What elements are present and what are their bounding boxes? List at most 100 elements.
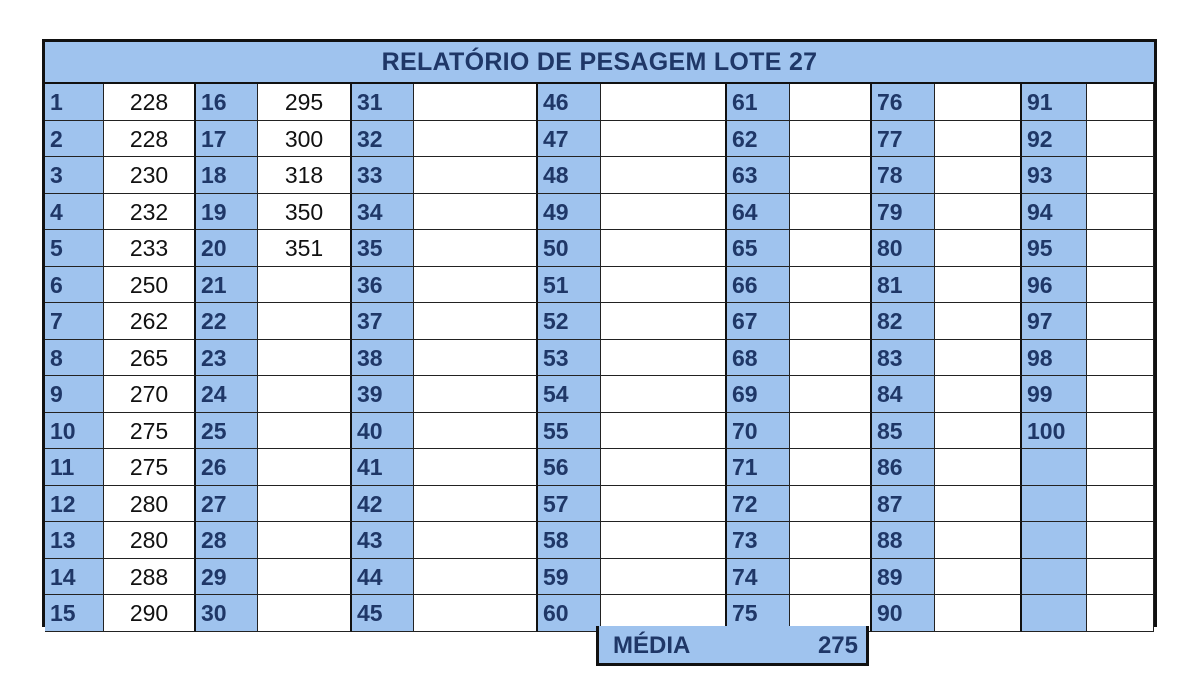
animal-number-85: 85 (872, 412, 935, 449)
animal-number-42: 42 (352, 485, 414, 522)
weight-cell (1087, 339, 1154, 376)
animal-number-78: 78 (872, 157, 935, 194)
animal-number-45: 45 (352, 595, 414, 632)
animal-number-91: 91 (1022, 84, 1087, 121)
animal-number-98: 98 (1022, 339, 1087, 376)
weight-cell (1087, 412, 1154, 449)
animal-number-60: 60 (538, 595, 601, 632)
animal-number-30: 30 (196, 595, 258, 632)
animal-number-23: 23 (196, 339, 258, 376)
animal-number-18: 18 (196, 157, 258, 194)
animal-number-88: 88 (872, 522, 935, 559)
weight-cell (790, 522, 872, 559)
weight-cell (414, 157, 538, 194)
weight-cell: 295 (258, 84, 352, 121)
weight-cell (258, 485, 352, 522)
animal-number-20: 20 (196, 230, 258, 267)
animal-number-75: 75 (727, 595, 790, 632)
weight-cell (414, 412, 538, 449)
weight-cell (258, 412, 352, 449)
weight-cell (601, 120, 727, 157)
weight-cell (790, 120, 872, 157)
animal-number-34: 34 (352, 193, 414, 230)
animal-number-48: 48 (538, 157, 601, 194)
animal-number-52: 52 (538, 303, 601, 340)
animal-number-86: 86 (872, 449, 935, 486)
animal-number-40: 40 (352, 412, 414, 449)
weight-cell (790, 157, 872, 194)
animal-number-53: 53 (538, 339, 601, 376)
animal-number-74: 74 (727, 558, 790, 595)
weight-cell: 300 (258, 120, 352, 157)
weight-cell (1087, 84, 1154, 121)
animal-number-8: 8 (45, 339, 104, 376)
weight-cell (1087, 376, 1154, 413)
weight-cell: 262 (104, 303, 196, 340)
weight-cell (414, 120, 538, 157)
animal-number-39: 39 (352, 376, 414, 413)
weight-cell: 230 (104, 157, 196, 194)
animal-number-3: 3 (45, 157, 104, 194)
weight-cell (414, 558, 538, 595)
weight-cell (414, 595, 538, 632)
animal-number-27: 27 (196, 485, 258, 522)
animal-number-92: 92 (1022, 120, 1087, 157)
weight-cell: 233 (104, 230, 196, 267)
animal-number-46: 46 (538, 84, 601, 121)
animal-number-2: 2 (45, 120, 104, 157)
animal-number-17: 17 (196, 120, 258, 157)
weight-cell (1087, 193, 1154, 230)
animal-number-77: 77 (872, 120, 935, 157)
animal-number-5: 5 (45, 230, 104, 267)
animal-number-81: 81 (872, 266, 935, 303)
weight-cell (601, 376, 727, 413)
weight-cell (790, 230, 872, 267)
weight-cell (414, 266, 538, 303)
average-value: 275 (817, 632, 858, 659)
animal-number-95: 95 (1022, 230, 1087, 267)
weight-cell (258, 376, 352, 413)
animal-number-15: 15 (45, 595, 104, 632)
weight-cell (1087, 266, 1154, 303)
weight-cell (1087, 230, 1154, 267)
weight-cell (414, 339, 538, 376)
animal-number-99: 99 (1022, 376, 1087, 413)
weight-cell (258, 595, 352, 632)
animal-number-62: 62 (727, 120, 790, 157)
weight-cell (935, 193, 1022, 230)
animal-number-43: 43 (352, 522, 414, 559)
animal-number-49: 49 (538, 193, 601, 230)
weight-cell (1087, 303, 1154, 340)
weight-cell: 280 (104, 522, 196, 559)
animal-number-25: 25 (196, 412, 258, 449)
weight-cell (935, 522, 1022, 559)
animal-number-10: 10 (45, 412, 104, 449)
weight-cell (790, 266, 872, 303)
weight-cell: 280 (104, 485, 196, 522)
animal-number-76: 76 (872, 84, 935, 121)
weight-cell (601, 303, 727, 340)
animal-number-56: 56 (538, 449, 601, 486)
animal-number-29: 29 (196, 558, 258, 595)
average-label: MÉDIA (613, 632, 691, 659)
animal-number-69: 69 (727, 376, 790, 413)
report-title: RELATÓRIO DE PESAGEM LOTE 27 (45, 42, 1154, 84)
weight-cell: 250 (104, 266, 196, 303)
weight-cell (414, 449, 538, 486)
animal-number-13: 13 (45, 522, 104, 559)
weight-cell: 290 (104, 595, 196, 632)
weight-cell (935, 84, 1022, 121)
animal-number-51: 51 (538, 266, 601, 303)
weight-cell (601, 157, 727, 194)
animal-number-26: 26 (196, 449, 258, 486)
animal-number-9: 9 (45, 376, 104, 413)
animal-number-96: 96 (1022, 266, 1087, 303)
animal-number-66: 66 (727, 266, 790, 303)
weight-cell (258, 266, 352, 303)
weight-cell (1087, 485, 1154, 522)
animal-number-50: 50 (538, 230, 601, 267)
weight-cell: 270 (104, 376, 196, 413)
weight-cell (601, 193, 727, 230)
weight-cell (790, 449, 872, 486)
animal-number-84: 84 (872, 376, 935, 413)
